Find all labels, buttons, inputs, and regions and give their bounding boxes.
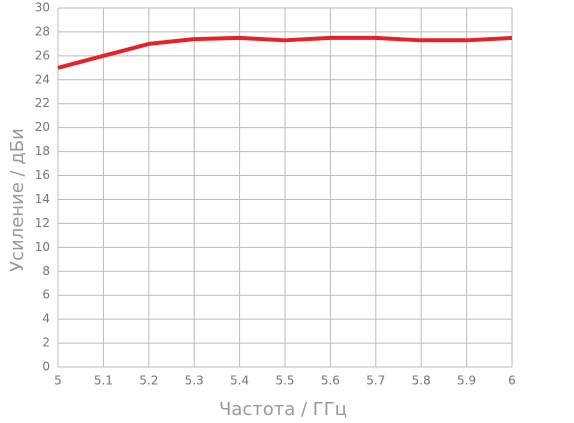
y-tick-label: 20: [35, 120, 50, 134]
x-tick-label: 6: [508, 374, 516, 388]
x-tick-label: 5.6: [321, 374, 340, 388]
y-tick-label: 22: [35, 96, 50, 110]
y-tick-label: 6: [42, 288, 50, 302]
y-tick-label: 12: [35, 216, 50, 230]
y-tick-label: 0: [42, 360, 50, 374]
y-tick-label: 16: [35, 168, 50, 182]
y-tick-label: 2: [42, 336, 50, 350]
x-tick-label: 5.1: [94, 374, 113, 388]
y-tick-label: 24: [35, 72, 50, 86]
y-tick-label: 18: [35, 144, 50, 158]
x-tick-label: 5.9: [457, 374, 476, 388]
y-tick-label: 4: [42, 312, 50, 326]
x-tick-label: 5.7: [366, 374, 385, 388]
x-tick-label: 5.8: [412, 374, 431, 388]
y-tick-label: 14: [35, 192, 50, 206]
x-axis-title: Частота / ГГц: [219, 399, 347, 420]
y-tick-label: 8: [42, 264, 50, 278]
x-tick-label: 5.4: [230, 374, 249, 388]
data-line: [57, 35, 513, 70]
y-tick-label: 28: [35, 24, 50, 38]
y-tick-label: 26: [35, 48, 50, 62]
x-tick-label: 5.2: [139, 374, 158, 388]
x-tick-label: 5: [54, 374, 62, 388]
y-tick-label: 10: [35, 240, 50, 254]
x-tick-label: 5.3: [185, 374, 204, 388]
x-tick-label: 5.5: [275, 374, 294, 388]
y-tick-label: 30: [35, 1, 50, 15]
y-axis-title: Усиление / дБи: [7, 128, 28, 272]
